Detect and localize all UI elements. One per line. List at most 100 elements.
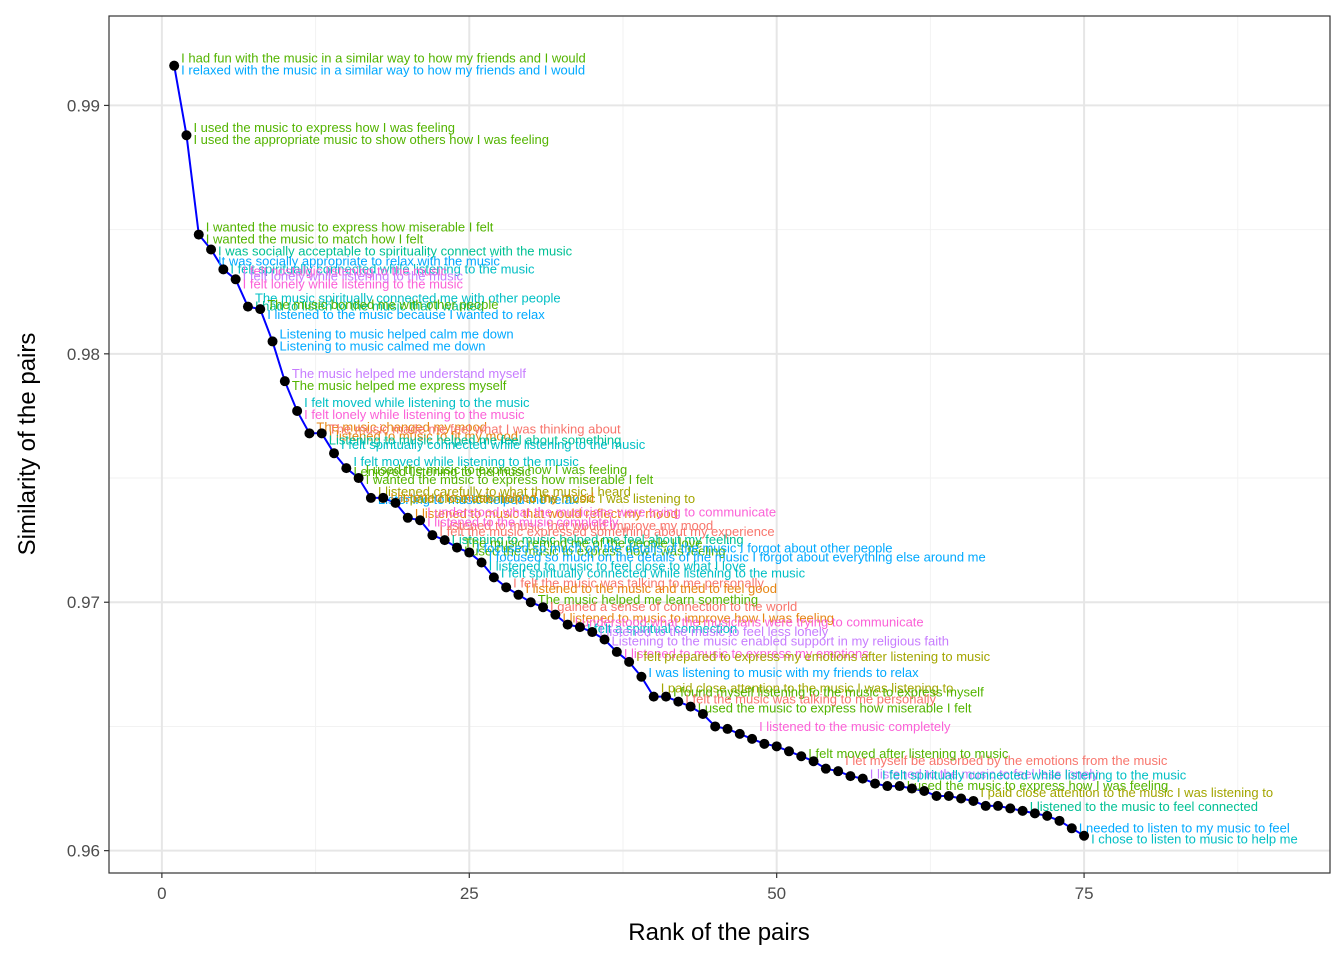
point-label: It was socially appropriate to relax wit… — [218, 254, 500, 269]
data-point — [636, 671, 647, 682]
point-label: I felt spiritually connected while liste… — [882, 768, 1187, 783]
point-label: I had fun with the music in a similar wa… — [181, 51, 586, 66]
data-point — [857, 773, 868, 784]
y-tick-label: 0.96 — [67, 842, 100, 861]
data-point — [353, 473, 364, 484]
data-point — [304, 428, 315, 439]
point-label: I had to listen to the music that I want… — [255, 299, 484, 314]
data-point — [427, 530, 438, 541]
data-point — [267, 336, 278, 347]
data-point — [181, 130, 192, 141]
data-point — [1054, 815, 1065, 826]
data-point — [550, 609, 561, 620]
point-label: Listening to music helped me relax — [378, 492, 579, 507]
x-tick-label: 0 — [157, 884, 166, 903]
point-label: I needed to listen to my music to feel — [1079, 820, 1290, 835]
point-label: I felt spiritually connected while liste… — [341, 437, 646, 452]
y-axis-ticks: 0.96 0.97 0.98 0.99 — [67, 96, 109, 861]
point-label: I paid close attention to the music I wa… — [980, 785, 1273, 800]
point-label: I listened to the music to feel less lon… — [599, 624, 829, 639]
y-tick-label: 0.98 — [67, 345, 100, 364]
point-label: I chose to listen to music to help me — [1091, 832, 1298, 847]
y-tick-label: 0.97 — [67, 593, 100, 612]
data-point — [587, 627, 598, 638]
point-label: I was listening to music with my friends… — [648, 665, 919, 680]
data-point — [722, 723, 733, 734]
point-label: Listening to music helped me feel about … — [329, 432, 622, 447]
point-label: The music bonded me with other people — [267, 297, 498, 312]
data-point — [747, 733, 758, 744]
data-point — [919, 786, 930, 797]
data-point — [673, 696, 684, 707]
data-point — [501, 582, 512, 593]
data-point — [1017, 805, 1028, 816]
point-label: I listened carefully to what the music I… — [378, 484, 631, 499]
data-point — [316, 428, 327, 439]
point-label: I felt moved while listening to the musi… — [353, 454, 579, 469]
point-label: Listening to music calmed me down — [280, 338, 486, 353]
point-label: I felt moved while listening to the musi… — [304, 395, 530, 410]
data-point — [968, 795, 979, 806]
point-label: I felt the music was talking to me perso… — [513, 575, 764, 590]
point-label: The music spiritually connected me with … — [255, 291, 561, 306]
point-label: The music changed my mood — [316, 419, 487, 434]
point-label: I listened to music to express my emotio… — [624, 646, 869, 661]
point-label: Listening to the music enabled support i… — [612, 633, 949, 648]
point-label: I felt nostalgic listening to the music — [243, 263, 448, 278]
point-label: Listening to music helped calm me down — [280, 326, 514, 341]
point-label: I felt lonely while listening to the mus… — [243, 276, 464, 291]
point-label: The music helped me learn something — [538, 592, 758, 607]
data-point — [255, 304, 266, 315]
data-point — [218, 264, 229, 275]
plot-panel-background — [109, 16, 1330, 873]
data-point — [956, 793, 967, 804]
data-point — [624, 656, 635, 667]
point-label: The music helped me understand myself — [292, 366, 527, 381]
point-label: I focused so much on the details of the … — [489, 549, 986, 564]
point-label: I listened to music to improve how I was… — [562, 611, 834, 626]
data-point — [833, 766, 844, 777]
point-label: I wanted the music to express how misera… — [366, 472, 654, 487]
data-point — [206, 244, 217, 255]
point-label: I felt moved after listening to music — [808, 746, 1009, 761]
data-point — [1042, 810, 1053, 821]
point-label: I paid close attention to the music I wa… — [402, 491, 695, 506]
data-point — [943, 790, 954, 801]
point-label: I listened to music that would improve m… — [439, 518, 713, 533]
point-label: I listened to the music completely — [759, 719, 951, 734]
data-point — [538, 602, 549, 613]
data-point — [1079, 830, 1090, 841]
point-label: I felt spiritually connected while liste… — [230, 261, 535, 276]
data-point — [415, 515, 426, 526]
point-label: I felt lonely while listening to the mus… — [304, 407, 525, 422]
series-layer: I had fun with the music in a similar wa… — [169, 51, 1298, 847]
data-point — [390, 497, 401, 508]
data-point — [808, 756, 819, 767]
point-label: I was socially acceptable to spiritualit… — [218, 244, 573, 259]
data-point — [734, 728, 745, 739]
plot-panel-border — [108, 15, 1331, 874]
point-label: Listening to music helped me feel about … — [452, 532, 744, 547]
data-point — [439, 535, 450, 546]
point-label: I gained a sense of connection to the wo… — [550, 599, 797, 614]
data-point — [451, 542, 462, 553]
point-label: I used the music to express how I was fe… — [907, 778, 1169, 793]
data-point — [882, 781, 893, 792]
point-label: I felt the music expressed something abo… — [439, 524, 774, 539]
point-label: I listened to the music to feel less lon… — [870, 767, 1100, 782]
data-point — [771, 741, 782, 752]
point-label: I felt lonely while listening to the mus… — [243, 268, 464, 283]
data-point — [292, 405, 303, 416]
data-point — [525, 597, 536, 608]
point-label: I listened to the music to feel connecte… — [1030, 799, 1258, 814]
point-label: I felt spiritually connected while liste… — [501, 565, 806, 580]
point-label: I used the music to express how miserabl… — [698, 701, 972, 716]
point-label: I understood what the musicians were try… — [575, 615, 924, 630]
point-label: I listened to the music and tried to fee… — [525, 581, 777, 596]
point-label: I listened to the music because I wanted… — [267, 307, 545, 322]
point-label: I relaxed with the music in a similar wa… — [181, 63, 585, 78]
data-point — [169, 60, 180, 71]
point-label: I paid close attention to the music I wa… — [661, 681, 954, 696]
data-point — [1029, 808, 1040, 819]
